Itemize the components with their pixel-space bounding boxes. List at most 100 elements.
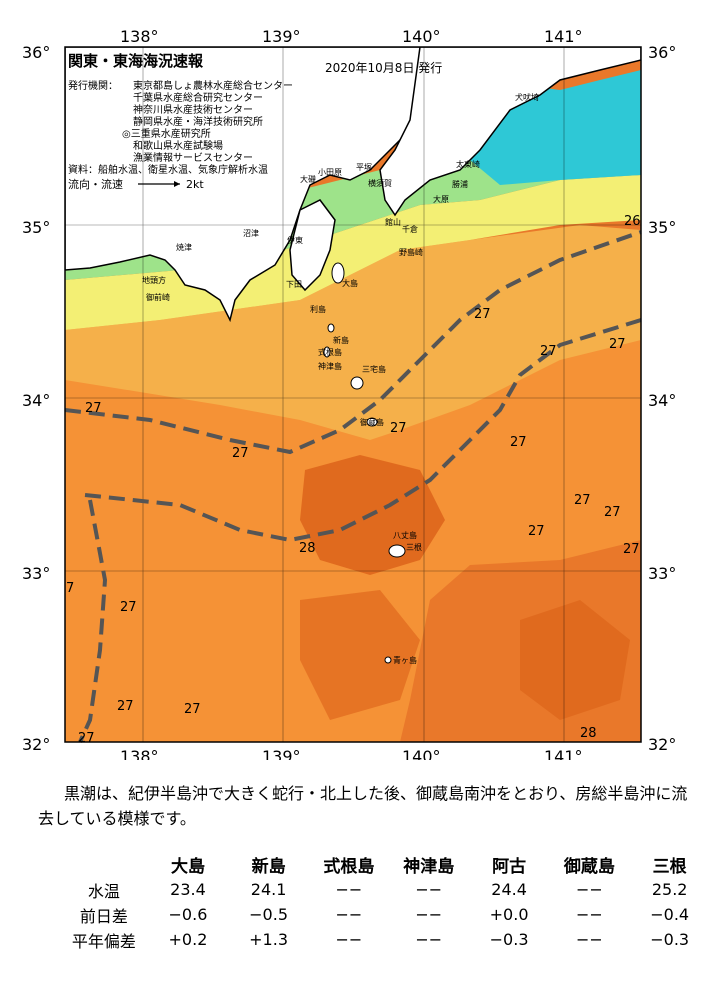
isotherm-label: 28 [580,726,597,741]
latitude-label-left: 36° [22,43,50,62]
land-izu-peninsula [289,199,336,292]
isotherm-label: 27 [184,702,201,717]
column-header: 新島 [251,857,286,877]
longitude-label-top: 139° [262,27,301,46]
place-label: 沼津 [243,228,259,238]
isotherm-label: 27 [609,337,626,352]
isotherm-label: 27 [604,505,621,520]
place-label: 御前崎 [146,292,170,302]
table-cell: −− [335,880,363,899]
table-cell: −− [415,905,443,924]
table-cell: −− [575,880,603,899]
place-label: 館山 [385,217,401,227]
table-row: 平年偏差 +0.2 +1.3 −− −− −0.3 −− −0.3 [60,927,710,952]
isotherm-label: 26 [624,214,641,229]
column-header: 阿古 [492,857,527,877]
column-header: 式根島 [323,857,375,877]
isotherm-label: 27 [117,699,134,714]
issue-date: 2020年10月8日 発行 [325,61,442,75]
place-label: 大磯 [300,174,316,184]
publisher-item: 千葉県水産総合研究センター [133,91,263,104]
row-label: 前日差 [79,906,128,926]
table-cell: +0.2 [168,930,208,949]
table-cell: −0.6 [168,905,208,924]
table-cell: −− [575,905,603,924]
latitude-label-right: 34° [648,391,676,410]
isotherm-label: 27 [510,435,527,450]
place-label: 新島 [333,335,349,345]
publisher-item: ◎三重県水産研究所 [122,127,211,140]
place-label: 太東崎 [456,159,480,169]
isotherm-label: 27 [85,401,102,416]
isotherm-label: 27 [623,542,640,557]
place-label: 三宅島 [362,364,386,374]
place-label: 地頭方 [142,275,166,285]
latitude-label-left: 35° [22,218,50,237]
place-label: 野島崎 [399,247,423,257]
place-label: 平塚 [356,163,372,172]
table-row: 水温 23.4 24.1 −− −− 24.4 −− 25.2 [60,877,710,902]
data-sources: 資料：船舶水温、衛星水温、気象庁解析水温 [68,163,268,176]
isotherm-label: 27 [528,524,545,539]
flow-scale-label: 2kt [186,178,204,191]
table-cell: 25.2 [651,880,688,899]
longitude-label-top: 141° [544,27,583,46]
summary-text: 黒潮は、紀伊半島沖で大きく蛇行・北上した後、御蔵島南沖をとおり、房総半島沖に流去… [38,784,688,828]
sea-zone-orange [65,225,641,440]
table-row: 前日差 −0.6 −0.5 −− −− +0.0 −− −0.4 [60,902,710,927]
latitude-label-left: 33° [22,564,50,583]
column-header: 御蔵島 [563,857,615,877]
isotherm-label: 27 [474,307,491,322]
longitude-label-top: 140° [402,27,441,46]
place-label: 神津島 [318,361,342,371]
table-cell: −0.3 [489,930,529,949]
table-cell: −0.5 [249,905,288,924]
observation-table: 大島 新島 式根島 神津島 阿古 御蔵島 三根 水温 23.4 24.1 −− … [60,852,710,952]
isotherm-label: 28 [299,541,316,556]
map-title: 関東・東海海況速報 [68,52,204,70]
graticule [65,47,641,742]
isotherm-label: 27 [78,731,95,746]
latitude-label-right: 35° [648,218,676,237]
isotherm-label: 27 [540,344,557,359]
publisher-item: 東京都島しょ農林水産総合センター [133,79,293,92]
isotherm-label: 27 [390,421,407,436]
table-cell: −− [415,930,443,949]
place-label: 八丈島 [393,530,417,540]
longitude-label-top: 138° [120,27,159,46]
latitude-label-left: 32° [22,735,50,754]
sea-zone-warm-core [520,600,630,720]
publisher-item: 静岡県水産・海洋技術研究所 [133,115,263,128]
publisher-item: 漁業情報サービスセンター [133,151,253,164]
latitude-label-right: 36° [648,43,676,62]
table-cell: −− [335,905,363,924]
table-header-row: 大島 新島 式根島 神津島 阿古 御蔵島 三根 [60,852,710,877]
latitude-label-right: 32° [648,735,676,754]
table-cell: −− [415,880,443,899]
longitude-label-bottom: 141° [544,747,583,760]
row-label: 水温 [87,881,120,901]
table-cell: −− [575,930,603,949]
latitude-label-right: 33° [648,564,676,583]
table-cell: 23.4 [170,880,206,899]
table-cell: −− [335,930,363,949]
table-cell: +1.3 [249,930,288,949]
sea-temperature-map: 関東・東海海況速報 2020年10月8日 発行 発行機関： 東京都島しょ農林水産… [22,27,676,760]
latitude-label-left: 34° [22,391,50,410]
place-label: 下田 [286,280,302,289]
publisher-heading: 発行機関： [68,79,118,92]
column-header: 三根 [652,857,687,877]
table-cell: −0.3 [650,930,690,949]
column-header: 大島 [170,857,205,877]
place-label: 犬吠埼 [515,92,539,102]
row-label: 平年偏差 [71,931,136,951]
place-label: 伊東 [287,235,303,245]
place-label: 利島 [310,304,326,314]
island-markers [323,262,406,664]
place-label: 式根島 [318,347,342,357]
place-label: 横須賀 [368,178,392,188]
place-label: 大島 [342,278,358,288]
place-label: 焼津 [176,242,192,252]
land-boso-peninsula [379,47,641,217]
sea-zone-warm-core [300,590,420,720]
